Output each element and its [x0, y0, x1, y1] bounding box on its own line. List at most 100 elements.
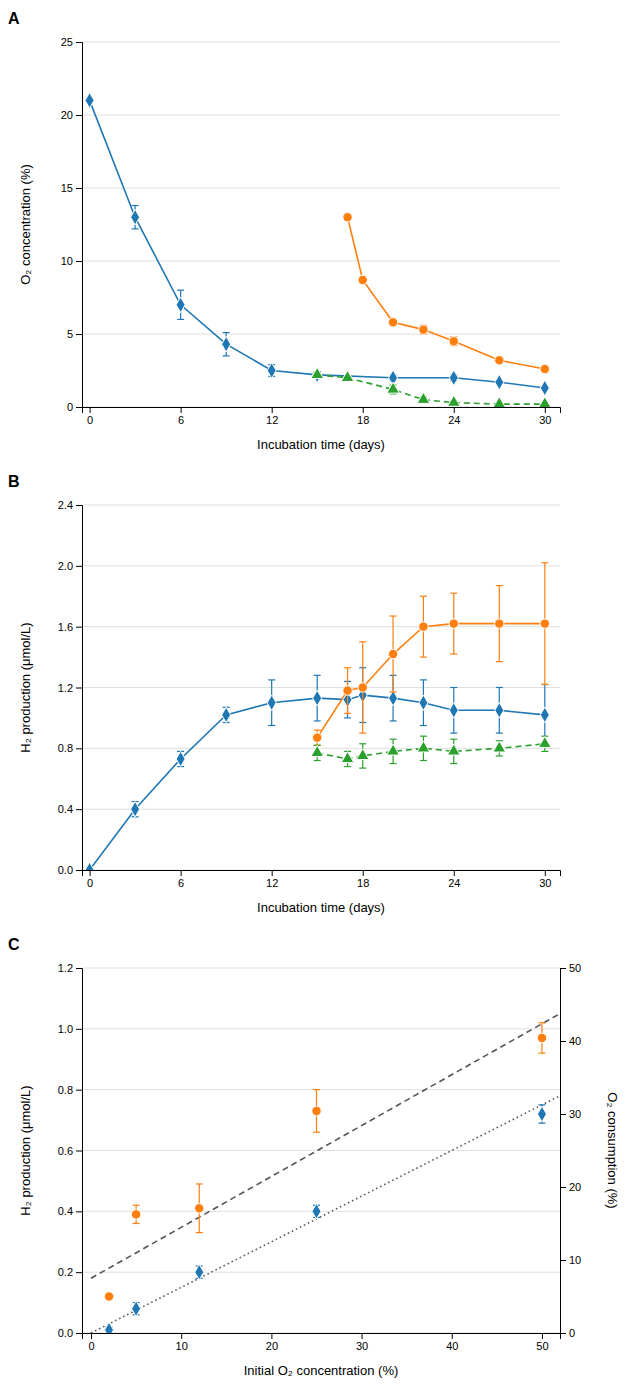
error-bar-cap — [496, 585, 503, 586]
error-bar-cap — [132, 228, 139, 229]
series-line — [91, 1096, 560, 1333]
y-axis-tick: 1.2 — [58, 962, 82, 974]
x-axis-tick-label: 30 — [539, 414, 551, 426]
marker-circle — [343, 686, 352, 695]
y-axis: 0510152025 — [61, 36, 83, 413]
marker-triangle — [538, 736, 551, 747]
y-axis-tick-label: 1.2 — [58, 682, 73, 694]
grid-line — [82, 1150, 560, 1151]
x-axis-tick: 24 — [448, 407, 460, 426]
y-axis-tick-label: 2.0 — [58, 560, 73, 572]
error-bar-cap — [420, 656, 427, 657]
x-axis-tick-label: 30 — [356, 1340, 368, 1352]
error-bar-cap — [538, 1053, 545, 1054]
marker-triangle — [311, 746, 324, 757]
marker-circle — [131, 1210, 140, 1219]
y2-axis-tick: 50 — [560, 962, 581, 974]
marker-circle — [312, 1106, 321, 1115]
error-bar-cap — [538, 1022, 545, 1023]
marker-triangle — [387, 382, 400, 393]
y-axis-line — [76, 969, 83, 1334]
panel: 06121824300.00.40.81.21.62.02.4BIncubati… — [8, 473, 561, 915]
marker-triangle — [356, 749, 369, 760]
y-axis-tick-label: 0.2 — [58, 1266, 73, 1278]
x-axis-line — [83, 408, 561, 414]
error-bar-cap — [359, 768, 366, 769]
x-axis: 01020304050 — [83, 1333, 561, 1352]
y-axis-tick-mark — [76, 1029, 82, 1030]
error-bar-cap — [344, 717, 351, 718]
x-axis-line — [83, 871, 561, 877]
y-axis-tick: 0.8 — [58, 742, 82, 754]
x-axis-tick-mark — [452, 1333, 453, 1339]
error-bar-cap — [314, 760, 321, 761]
marker-circle — [388, 318, 397, 327]
grid-line — [82, 968, 560, 969]
panel-label: C — [8, 936, 20, 953]
grid-line — [82, 505, 560, 506]
y-axis-tick-label: 15 — [61, 182, 73, 194]
grid-line — [82, 1272, 560, 1273]
y-axis-tick-mark — [76, 688, 82, 689]
error-bar-cap — [450, 739, 457, 740]
marker-circle — [419, 325, 428, 334]
x-axis-tick-label: 20 — [266, 1340, 278, 1352]
x-axis-tick: 40 — [446, 1333, 458, 1352]
y-axis-tick-mark — [76, 627, 82, 628]
marker-circle — [358, 275, 367, 284]
marker-diamond — [389, 690, 398, 706]
x-axis-title: Incubation time (days) — [257, 900, 385, 915]
grid — [82, 42, 560, 407]
marker-diamond — [105, 1322, 114, 1333]
series-line — [91, 1014, 560, 1279]
marker-triangle — [493, 741, 506, 752]
y2-axis-tick-mark — [560, 1260, 566, 1261]
x-axis-tick-label: 40 — [446, 1340, 458, 1352]
x-axis-tick-label: 0 — [88, 1340, 94, 1352]
error-bar-cap — [268, 679, 275, 680]
error-bar-cap — [541, 684, 548, 685]
y2-axis-title: O₂ consumption (%) — [605, 1092, 620, 1208]
error-bar-cap — [450, 763, 457, 764]
x-axis-line — [83, 1334, 561, 1340]
error-bar-cap — [177, 319, 184, 320]
y2-axis-tick-label: 50 — [569, 962, 581, 974]
error-bar-cap — [390, 763, 397, 764]
error-bar-cap — [541, 684, 548, 685]
y-axis-tick-mark — [76, 1333, 82, 1334]
x-axis-tick-mark — [545, 870, 546, 876]
error-bar — [450, 688, 457, 734]
marker-diamond — [540, 380, 549, 396]
x-axis-tick: 6 — [178, 870, 184, 889]
y2-axis-tick-label: 20 — [569, 1181, 581, 1193]
y-axis-tick-label: 0.0 — [58, 1327, 73, 1339]
y-axis-tick: 1.6 — [58, 621, 82, 633]
marker-diamond — [131, 209, 140, 225]
y-axis-title: O₂ concentration (%) — [18, 164, 33, 285]
error-bar-cap — [420, 725, 427, 726]
y-axis-tick-label: 0.0 — [58, 864, 73, 876]
error-bar-cap — [420, 736, 427, 737]
error-bar — [268, 680, 275, 726]
x-axis-tick: 30 — [539, 870, 551, 889]
error-bar-cap — [390, 691, 397, 692]
marker-diamond — [540, 707, 549, 723]
y-axis-tick-label: 1.0 — [58, 1023, 73, 1035]
marker-triangle — [493, 397, 506, 407]
x-axis-tick-label: 18 — [357, 414, 369, 426]
x-axis-tick: 50 — [536, 1333, 548, 1352]
x-axis-tick: 24 — [448, 870, 460, 889]
y-axis-tick-mark — [76, 809, 82, 810]
marks — [85, 93, 551, 407]
marker-triangle — [417, 392, 430, 403]
error-bar-cap — [496, 661, 503, 662]
error-bar-cap — [541, 751, 548, 752]
x-axis-tick-mark — [181, 1333, 182, 1339]
y-axis-tick: 0.8 — [58, 1084, 82, 1096]
marker-triangle — [387, 744, 400, 755]
grid-line — [82, 42, 560, 43]
y2-axis-tick-mark — [560, 1187, 566, 1188]
marker-circle — [540, 619, 549, 628]
grid-line — [82, 565, 560, 566]
y2-axis-tick-label: 30 — [569, 1108, 581, 1120]
